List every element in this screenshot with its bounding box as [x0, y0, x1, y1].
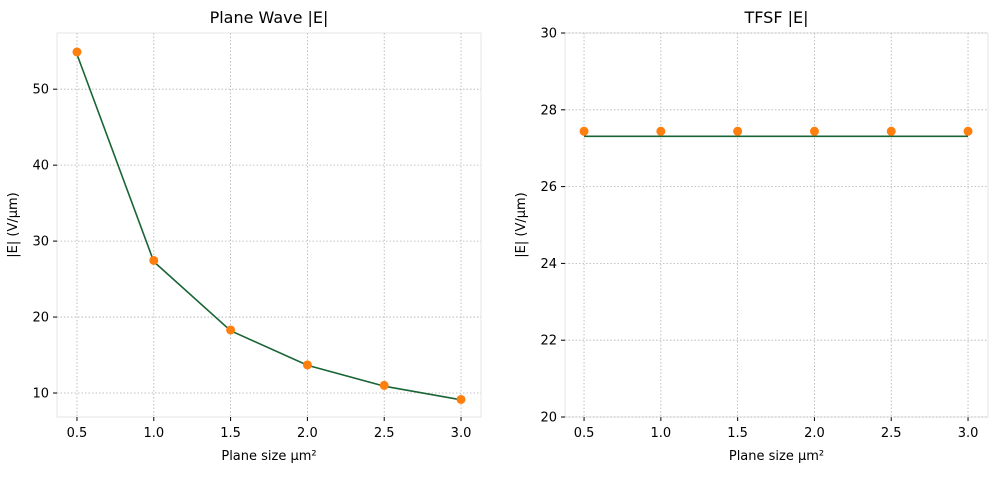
x-tick-label: 1.5 [220, 426, 241, 441]
series-line [76, 53, 462, 401]
x-axis-label: Plane size μm² [221, 449, 316, 464]
x-tick-label: 2.5 [374, 426, 395, 441]
y-tick-label: 30 [32, 235, 49, 250]
chart-title: Plane Wave |E| [210, 8, 329, 27]
subplot-2: 0.5 1.0 1.5 2.0 2.5 3.0 20 22 24 26 28 30 TFSF |E| Pl… [514, 8, 989, 464]
y-tick-label: 50 [32, 83, 49, 98]
data-point [302, 360, 312, 370]
data-point [456, 394, 466, 404]
data-point [226, 325, 236, 335]
data-point [809, 126, 819, 136]
plot-frame [564, 32, 989, 418]
data-point [579, 126, 589, 136]
x-tick-label: 1.0 [650, 426, 671, 441]
y-tick-label: 26 [540, 180, 557, 195]
x-tick-label: 3.0 [451, 426, 472, 441]
x-tick-label: 0.5 [67, 426, 88, 441]
x-axis-label: Plane size μm² [729, 449, 824, 464]
x-tick-label: 3.0 [958, 426, 979, 441]
y-tick-label: 28 [540, 103, 557, 118]
x-tick-label: 1.0 [143, 426, 164, 441]
x-tick-label: 2.0 [297, 426, 318, 441]
data-point [72, 47, 82, 57]
data-point [379, 380, 389, 390]
y-tick-label: 40 [32, 159, 49, 174]
plot-frame [56, 32, 482, 418]
y-axis-label: |E| (V/μm) [6, 192, 21, 257]
x-tick-label: 0.5 [574, 426, 595, 441]
y-tick-label: 20 [32, 311, 49, 326]
chart-title: TFSF |E| [743, 8, 808, 27]
x-tick-label: 2.0 [804, 426, 825, 441]
y-tick-label: 24 [540, 257, 557, 272]
y-tick-label: 22 [540, 334, 557, 349]
data-point [149, 255, 159, 265]
y-tick-label: 20 [540, 411, 557, 426]
data-point [963, 126, 973, 136]
x-tick-label: 1.5 [727, 426, 748, 441]
y-axis-label: |E| (V/μm) [514, 192, 529, 257]
data-point [886, 126, 896, 136]
y-tick-label: 10 [32, 387, 49, 402]
data-point [656, 126, 666, 136]
data-point [733, 126, 743, 136]
x-tick-label: 2.5 [881, 426, 902, 441]
y-tick-label: 30 [540, 27, 557, 42]
subplot-1: 0.5 1.0 1.5 2.0 2.5 3.0 10 20 30 40 50 Plane Wave |… [6, 8, 482, 464]
